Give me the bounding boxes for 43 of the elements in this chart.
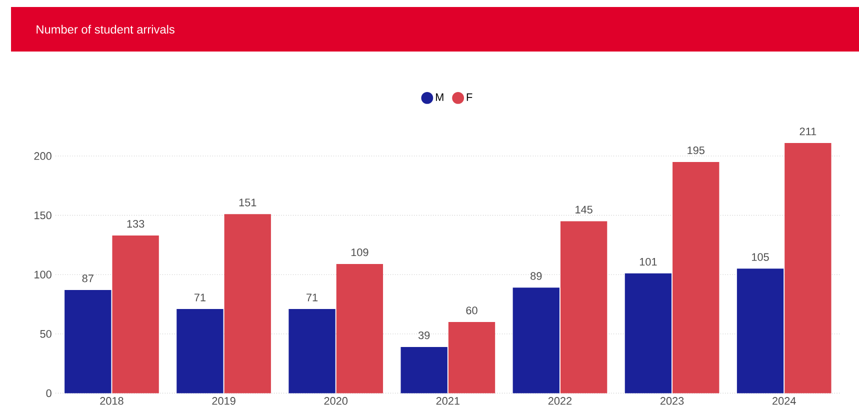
bar — [176, 308, 224, 394]
data-label: 39 — [418, 331, 430, 340]
y-tick-label: 100 — [34, 270, 52, 278]
bar — [288, 308, 336, 394]
bar — [112, 235, 159, 394]
y-tick-label: 150 — [34, 211, 52, 220]
bar — [736, 268, 784, 394]
data-label: 195 — [688, 146, 704, 154]
x-tick-label: 2024 — [772, 397, 796, 405]
data-label: 71 — [194, 294, 206, 302]
bar — [64, 290, 112, 394]
data-label: 109 — [351, 248, 368, 256]
data-label: 89 — [530, 272, 542, 280]
y-tick-label: 50 — [40, 330, 52, 338]
data-label: 211 — [800, 128, 816, 136]
bar — [560, 221, 608, 394]
data-label: 60 — [466, 306, 478, 314]
data-label: 71 — [306, 294, 318, 302]
bar — [512, 288, 560, 394]
legend-label: F — [466, 93, 472, 101]
bar — [448, 322, 496, 394]
bar — [336, 264, 384, 394]
x-tick-label: 2019 — [212, 397, 236, 405]
data-label: 87 — [82, 274, 94, 282]
data-label: 145 — [576, 206, 592, 214]
data-label: 101 — [640, 258, 657, 266]
y-tick-label: 0 — [46, 389, 52, 398]
data-label: 133 — [127, 220, 144, 228]
x-tick-label: 2023 — [660, 397, 684, 405]
bar — [624, 273, 672, 394]
bar — [672, 162, 720, 394]
bar — [784, 142, 832, 394]
x-tick-label: 2020 — [324, 397, 348, 405]
x-tick-label: 2022 — [548, 397, 572, 405]
bar — [224, 214, 271, 394]
legend-label: M — [436, 93, 444, 101]
x-tick-label: 2021 — [436, 397, 460, 405]
y-tick-label: 200 — [34, 152, 52, 160]
data-label: 151 — [239, 198, 256, 206]
data-label: 105 — [752, 253, 769, 261]
x-tick-label: 2018 — [100, 397, 124, 405]
chart-title: Number of student arrivals — [36, 24, 174, 34]
bar — [400, 346, 448, 394]
